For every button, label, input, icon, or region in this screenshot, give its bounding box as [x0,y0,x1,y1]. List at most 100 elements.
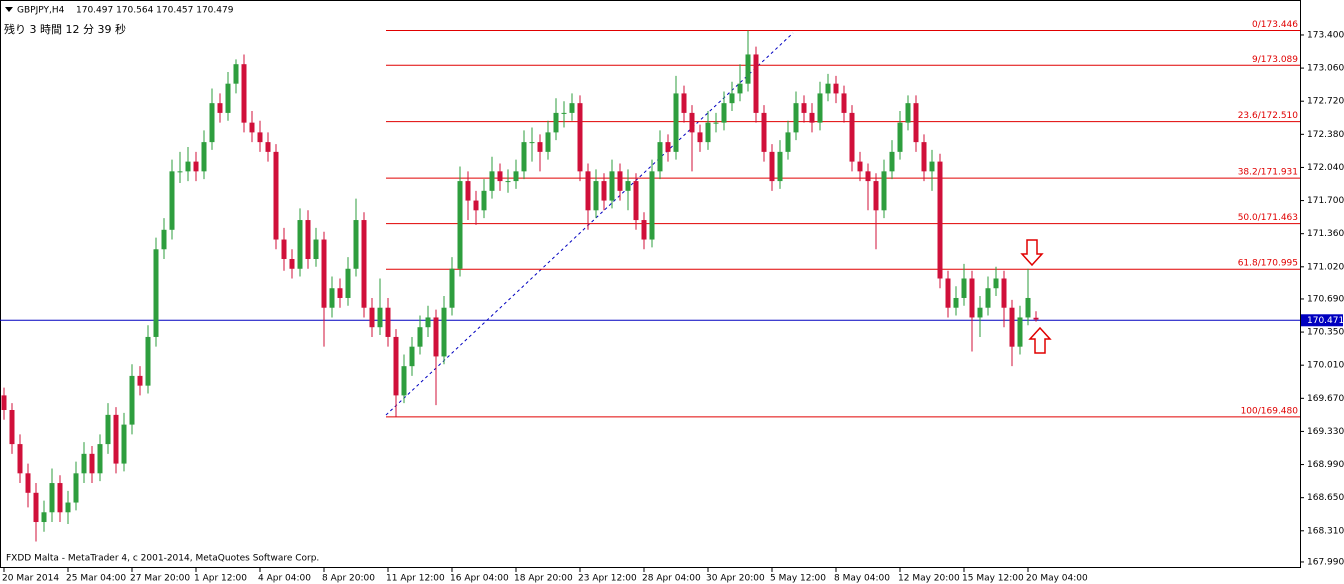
candle-body [521,142,527,172]
y-tick-label: 167.990 [1307,557,1344,567]
candle-body [673,93,679,152]
candle-body [497,171,503,182]
plot-frame [0,0,1301,568]
y-tick-label: 172.380 [1307,130,1344,140]
candle-body [1033,317,1039,320]
candle-body [353,220,359,269]
candle-body [689,112,695,133]
menu-arrow[interactable] [5,7,13,12]
y-tick-label: 168.990 [1307,460,1344,470]
fib-label: 100/169.480 [1241,406,1299,416]
candle-body [321,239,327,308]
candle-body [729,93,735,104]
candle-body [609,171,615,201]
x-tick-label: 15 May 12:00 [962,574,1024,584]
candle-body [649,171,655,240]
x-tick-label: 25 Mar 04:00 [66,574,126,584]
candle-body [249,122,255,133]
candle-body [625,181,631,191]
candle-body [241,64,247,123]
candle-body [881,171,887,211]
candle-body [657,142,663,172]
x-tick-label: 8 Apr 20:00 [322,574,375,584]
y-tick-label: 170.010 [1307,361,1344,371]
candle-body [593,181,599,211]
candle-body [529,142,535,144]
candle-body [545,132,551,152]
candle-body [809,112,815,123]
x-tick-label: 8 May 04:00 [834,574,890,584]
candle-body [1001,278,1007,308]
candle-body [753,54,759,113]
candle-body [217,103,223,113]
candle-body [769,151,775,182]
candle-body [9,410,15,445]
candle-body [433,317,439,357]
y-tick-label: 173.060 [1307,64,1344,74]
candle-body [681,93,687,113]
candle-body [825,83,831,94]
candle-body [641,220,647,240]
candle-body [585,171,591,211]
x-tick-label: 11 Apr 12:00 [386,574,445,584]
candle-body [281,239,287,260]
candle-body [329,288,335,308]
candle-body [969,278,975,318]
x-tick-label: 20 May 04:00 [1026,574,1088,584]
candle-body [1,395,7,411]
fib-label: 61.8/170.995 [1238,259,1298,269]
candle-body [385,307,391,337]
y-tick-label: 170.350 [1307,328,1344,338]
candle-body [745,54,751,84]
candle-body [937,161,943,279]
x-tick-label: 1 Apr 12:00 [194,574,247,584]
fib-label: 38.2/171.931 [1238,168,1298,178]
candle-body [721,103,727,123]
candle-body [481,190,487,211]
candle-body [953,297,959,308]
candle-body [441,307,447,357]
candle-body [25,473,31,493]
candle-body [17,444,23,474]
candle-body [113,414,119,464]
candle-body [569,103,575,113]
candle-body [289,259,295,269]
candle-body [57,483,63,513]
candle-body [233,64,239,84]
candle-body [273,151,279,240]
candle-body [257,132,263,143]
candle-body [313,239,319,260]
candle-body [401,366,407,396]
x-tick-label: 18 Apr 20:00 [514,574,573,584]
candle-body [577,103,583,172]
candle-body [185,161,191,172]
candle-body [161,229,167,250]
candle-body [945,278,951,308]
candle-body [465,181,471,201]
candle-body [225,83,231,113]
candle-body [697,132,703,143]
y-tick-label: 173.400 [1307,30,1344,40]
candle-body [993,278,999,289]
candle-body [265,142,271,152]
y-tick-label: 168.650 [1307,493,1344,503]
candle-body [737,83,743,94]
y-tick-label: 171.360 [1307,229,1344,239]
candle-body [505,181,511,183]
x-tick-label: 5 May 12:00 [770,574,826,584]
candle-body [857,161,863,172]
symbol: GBPJPY,H4 [17,6,65,16]
candle-body [345,268,351,298]
current-price-label: 170.471 [1307,316,1344,326]
y-tick-label: 169.330 [1307,427,1344,437]
candle-body [489,171,495,191]
fib-label: 0/173.446 [1252,20,1298,30]
candle-body [713,122,719,124]
candle-body [169,171,175,230]
candle-body [961,278,967,298]
candle-body [889,151,895,172]
candle-body [33,492,39,523]
candle-body [417,327,423,347]
candle-body [849,112,855,162]
y-tick-label: 169.670 [1307,394,1344,404]
